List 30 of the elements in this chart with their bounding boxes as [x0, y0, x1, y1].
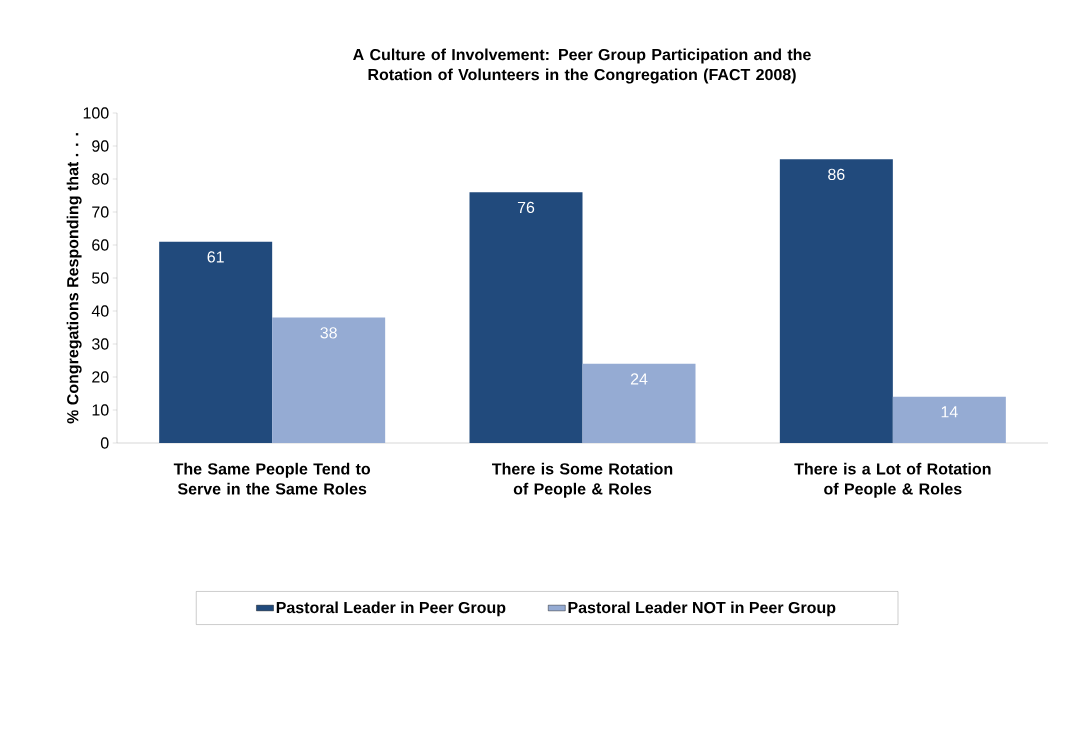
legend-label: Pastoral Leader NOT in Peer Group [568, 601, 836, 617]
bar [159, 241, 273, 443]
data-label: 24 [630, 373, 648, 385]
x-tick-label: The Same People Tend to Serve in the Same Roles [173, 462, 371, 495]
data-label: 76 [517, 201, 535, 214]
legend-label: Pastoral Leader in Peer Group [276, 601, 506, 617]
x-tick-label: There is Some Rotation of People & Roles [492, 462, 673, 498]
y-tick-label: 20 [92, 371, 109, 383]
y-tick-label: 50 [92, 272, 109, 284]
y-axis-title: % Congregations Responding that . . . [66, 133, 82, 424]
y-tick-label: 80 [92, 173, 109, 185]
y-tick-label: 10 [92, 404, 109, 416]
bar [892, 396, 1006, 443]
bar [779, 159, 893, 443]
bar [272, 317, 386, 443]
y-tick-label: 100 [83, 107, 109, 119]
x-tick-label: There is a Lot of Rotation of People & Roles [794, 462, 991, 498]
data-label: 14 [941, 406, 958, 418]
y-tick-label: 40 [91, 305, 109, 317]
y-tick-label: 90 [92, 140, 109, 152]
data-label: 61 [207, 251, 224, 263]
y-tick-label: 70 [92, 206, 109, 218]
data-label: 86 [828, 168, 845, 181]
y-tick-label: 60 [92, 239, 109, 251]
bar [582, 363, 696, 443]
chart-title: A Culture of Involvement: Peer Group Participation and the Rotation of Volunteers in the Congregation (FACT 2008) [353, 48, 811, 84]
y-tick-label: 0 [100, 437, 109, 449]
data-label: 38 [320, 327, 337, 339]
bar [469, 192, 583, 443]
y-tick-label: 30 [92, 338, 109, 350]
